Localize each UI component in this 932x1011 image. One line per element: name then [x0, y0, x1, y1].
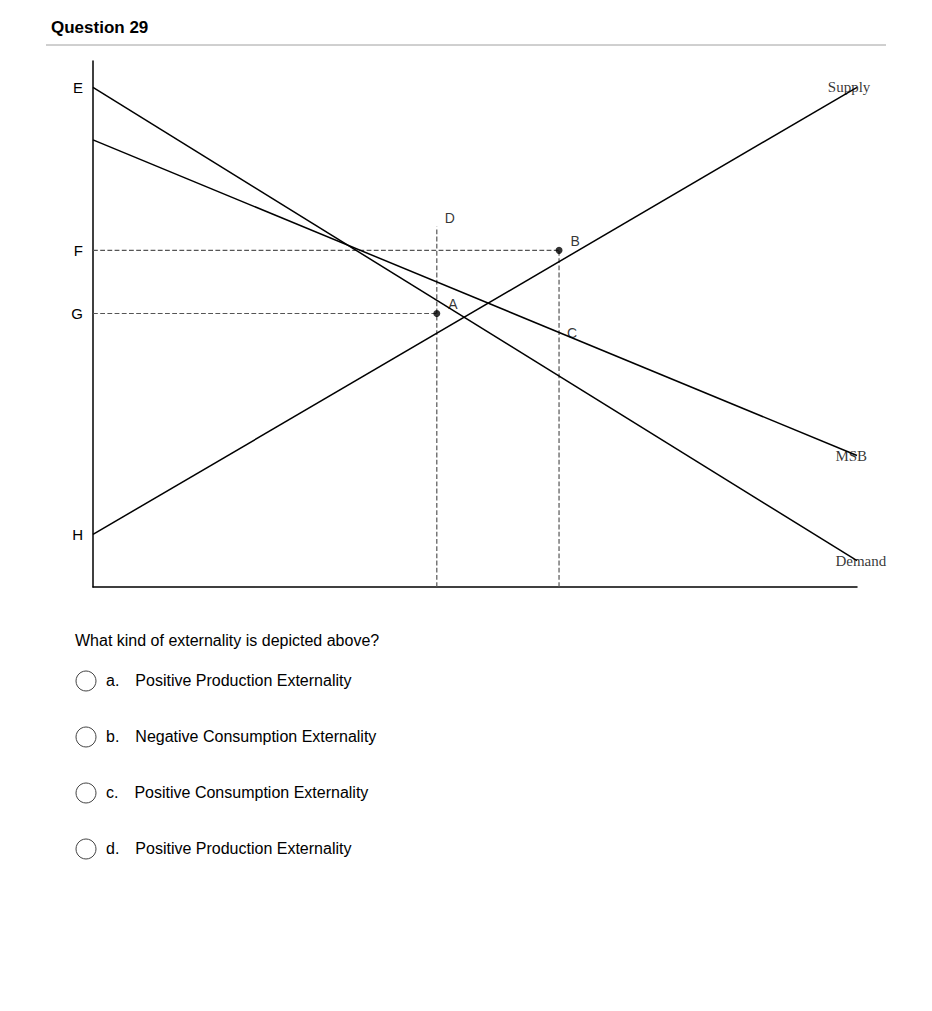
svg-text:C: C	[567, 325, 577, 341]
svg-text:B: B	[571, 233, 580, 249]
svg-text:H: H	[72, 526, 83, 543]
svg-text:G: G	[71, 305, 83, 322]
svg-text:A: A	[448, 296, 458, 312]
svg-text:a. Positive Production Externa: a. Positive Production Externality	[106, 672, 351, 689]
svg-text:d. Positive Production Externa: d. Positive Production Externality	[106, 840, 351, 857]
svg-text:c. Positive Consumption Extern: c. Positive Consumption Externality	[106, 784, 368, 801]
svg-text:E: E	[73, 79, 83, 96]
svg-text:Demand: Demand	[835, 553, 886, 569]
svg-text:Question 29: Question 29	[51, 18, 148, 37]
svg-text:D: D	[445, 210, 455, 226]
svg-text:MSB: MSB	[835, 448, 867, 464]
svg-text:What kind of externality is de: What kind of externality is depicted abo…	[75, 632, 379, 649]
svg-text:F: F	[74, 242, 83, 259]
svg-text:Supply: Supply	[828, 79, 871, 95]
svg-text:b. Negative Consumption Extern: b. Negative Consumption Externality	[106, 728, 376, 745]
